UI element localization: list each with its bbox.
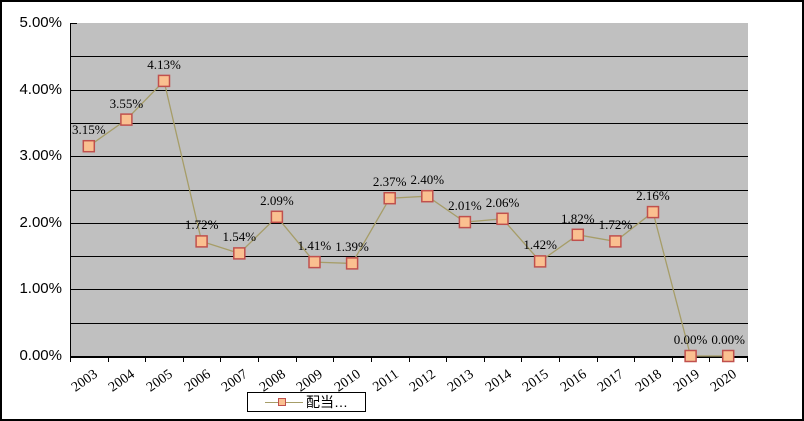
gridline — [71, 256, 748, 258]
x-axis-tick — [258, 358, 259, 362]
y-axis-tick-label: 0.00% — [19, 347, 62, 364]
series-line — [88, 79, 729, 357]
x-axis-tick — [220, 358, 221, 362]
y-axis-tick-label: 2.00% — [19, 213, 62, 231]
y-axis-top-tick — [70, 23, 77, 24]
legend-marker-icon — [278, 397, 286, 406]
gridline — [71, 156, 748, 158]
data-point-marker[interactable] — [270, 210, 284, 224]
x-axis-tick — [371, 358, 372, 362]
data-point-marker[interactable] — [721, 349, 735, 363]
data-point-marker[interactable] — [308, 255, 321, 269]
data-point-marker[interactable] — [233, 247, 246, 260]
data-point-label: 2.16% — [636, 188, 670, 204]
x-axis-tick — [559, 358, 560, 362]
x-axis-tick — [108, 358, 109, 362]
data-point-marker[interactable] — [345, 257, 359, 270]
data-point-label: 1.72% — [184, 217, 219, 233]
data-point-label: 2.06% — [485, 194, 520, 210]
data-point-marker[interactable] — [458, 215, 472, 229]
data-point-marker[interactable] — [421, 189, 434, 203]
plot-area — [70, 23, 748, 358]
y-axis-tick-label: 1.00% — [19, 280, 62, 298]
x-axis-tick — [446, 358, 447, 362]
y-axis-tick-label: 3.00% — [19, 147, 62, 165]
x-axis-tick — [145, 358, 146, 362]
data-point-label: 3.55% — [109, 95, 144, 111]
legend-series-key — [265, 397, 303, 407]
data-point-marker[interactable] — [195, 235, 208, 248]
data-point-label: 1.42% — [523, 237, 557, 253]
data-point-label: 1.82% — [560, 210, 595, 226]
data-point-marker[interactable] — [157, 74, 171, 88]
data-point-label: 3.15% — [72, 122, 106, 138]
x-axis-tick — [296, 358, 297, 362]
legend-label: 配当… — [306, 394, 348, 410]
data-point-label: 1.39% — [335, 239, 369, 255]
data-point-marker[interactable] — [684, 349, 697, 363]
gridline — [71, 56, 748, 58]
data-point-marker[interactable] — [571, 228, 585, 242]
x-axis-tick — [521, 358, 522, 362]
gridline — [71, 89, 748, 91]
data-point-label: 2.01% — [448, 198, 482, 214]
data-point-label: 1.72% — [598, 217, 633, 233]
x-axis-tick — [634, 358, 635, 362]
x-axis-tick — [409, 358, 410, 362]
gridline — [71, 222, 748, 224]
data-point-marker[interactable] — [533, 255, 547, 268]
x-axis-tick — [672, 358, 673, 362]
legend[interactable]: 配当… — [247, 392, 366, 412]
data-point-label: 1.54% — [222, 229, 257, 245]
x-axis-tick — [70, 358, 71, 362]
x-axis-tick — [747, 358, 748, 362]
x-axis-tick — [484, 358, 485, 362]
data-point-label: 1.41% — [297, 238, 332, 254]
data-point-marker[interactable] — [82, 139, 96, 153]
x-axis-tick — [333, 358, 334, 362]
x-axis-tick — [597, 358, 598, 362]
y-axis-tick-label: 4.00% — [19, 80, 62, 98]
gridline — [71, 189, 748, 191]
y-axis-tick-label: 5.00% — [19, 14, 62, 31]
data-point-marker[interactable] — [383, 191, 396, 205]
data-point-marker[interactable] — [496, 212, 509, 226]
data-point-marker[interactable] — [120, 113, 133, 126]
data-point-marker[interactable] — [609, 235, 622, 248]
data-point-label: 4.13% — [147, 56, 181, 72]
data-point-label: 0.00% — [711, 332, 745, 347]
gridline — [71, 122, 748, 124]
data-point-label: 2.09% — [260, 192, 294, 208]
data-point-label: 2.40% — [410, 172, 445, 188]
gridline — [71, 289, 748, 291]
x-axis-tick — [183, 358, 184, 362]
x-axis-tick — [709, 358, 710, 362]
gridline — [71, 322, 748, 324]
data-point-label: 2.37% — [372, 174, 407, 190]
data-point-marker[interactable] — [646, 205, 660, 219]
data-point-label: 0.00% — [673, 332, 708, 347]
